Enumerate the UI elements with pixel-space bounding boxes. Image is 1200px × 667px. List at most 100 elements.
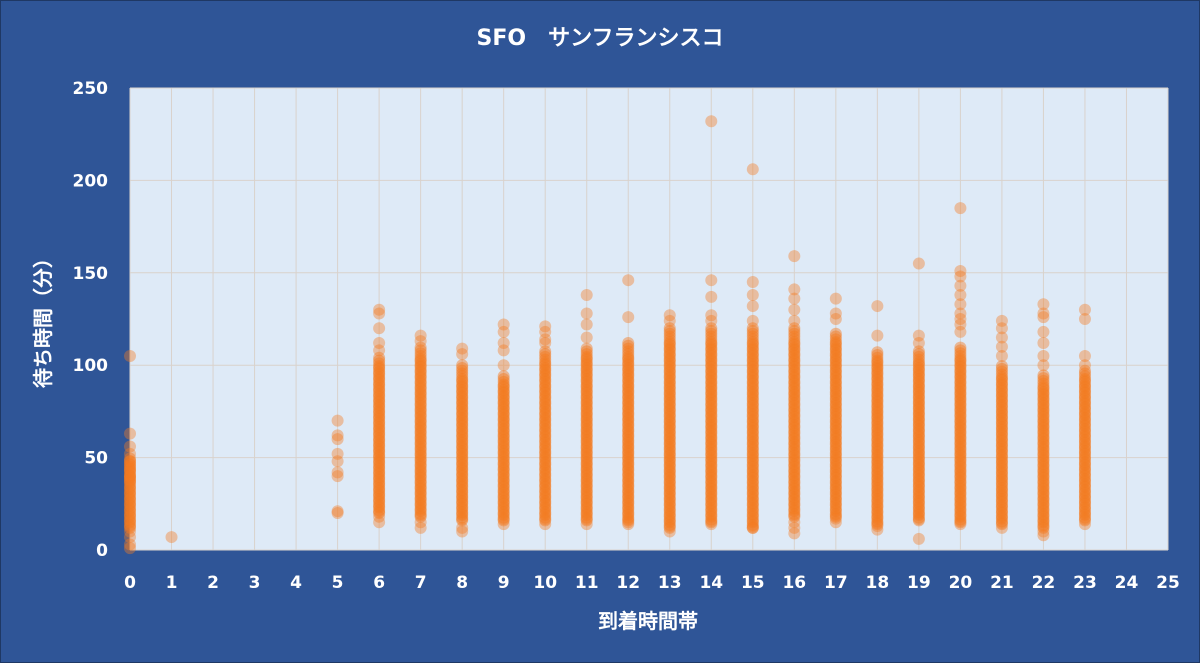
data-point (829, 370, 842, 383)
data-point (497, 478, 510, 491)
x-tick-label: 16 (782, 573, 806, 593)
data-point (1078, 475, 1091, 488)
data-point (622, 458, 635, 471)
data-point (829, 349, 842, 362)
data-point (1078, 417, 1091, 430)
data-point (414, 405, 427, 418)
data-point (414, 449, 427, 462)
data-point (414, 463, 427, 476)
data-point (954, 516, 967, 529)
data-point (622, 506, 635, 519)
plot-area (130, 88, 1168, 550)
data-point (373, 411, 386, 424)
data-point (705, 463, 718, 476)
chart-title: SFO サンフランシスコ (477, 26, 724, 51)
data-point (995, 314, 1008, 327)
data-point (663, 419, 676, 432)
data-point (663, 427, 676, 440)
data-point (1078, 431, 1091, 444)
data-point (954, 270, 967, 283)
data-point (414, 387, 427, 400)
data-point (580, 511, 593, 524)
data-point (373, 483, 386, 496)
data-point (497, 514, 510, 527)
data-point (414, 477, 427, 490)
data-point (746, 370, 759, 383)
data-point (663, 330, 676, 343)
data-point (746, 333, 759, 346)
data-point (539, 457, 552, 470)
data-point (1078, 313, 1091, 325)
data-point (788, 437, 801, 450)
data-point (912, 442, 925, 455)
data-point (912, 257, 925, 270)
data-point (705, 397, 718, 410)
data-point (954, 438, 967, 451)
data-point (746, 442, 759, 455)
data-point (912, 464, 925, 477)
data-point (1037, 502, 1050, 515)
data-point (788, 348, 801, 361)
data-point (456, 367, 469, 380)
data-point (1037, 405, 1050, 418)
data-point (705, 430, 718, 443)
x-tick-label: 5 (332, 573, 344, 593)
data-point (954, 444, 967, 457)
data-point (746, 358, 759, 371)
data-point (580, 463, 593, 476)
data-point (954, 510, 967, 523)
data-point (829, 383, 842, 396)
data-point (456, 474, 469, 487)
data-point (663, 349, 676, 362)
data-point (539, 514, 552, 527)
data-point (622, 450, 635, 463)
data-point (580, 495, 593, 508)
data-point (912, 495, 925, 508)
data-point (705, 424, 718, 437)
data-point (539, 381, 552, 394)
data-point (954, 427, 967, 440)
data-point (1037, 433, 1050, 446)
data-point (1078, 391, 1091, 404)
data-point (746, 441, 759, 454)
data-point (663, 420, 676, 433)
data-point (1037, 325, 1050, 338)
data-point (456, 411, 469, 424)
data-point (1078, 359, 1091, 372)
data-point (829, 492, 842, 505)
data-point (788, 405, 801, 418)
data-point (871, 511, 884, 524)
data-point (456, 409, 469, 422)
data-point (580, 452, 593, 465)
data-point (871, 351, 884, 364)
data-point (456, 417, 469, 430)
data-point (871, 483, 884, 496)
data-point (788, 397, 801, 410)
data-point (705, 409, 718, 422)
data-point (746, 491, 759, 504)
data-point (788, 488, 801, 501)
data-point (331, 433, 344, 446)
data-point (705, 363, 718, 376)
data-point (539, 511, 552, 524)
data-point (871, 454, 884, 467)
data-point (829, 363, 842, 376)
data-point (829, 469, 842, 482)
data-point (580, 375, 593, 388)
data-point (456, 478, 469, 491)
data-point (580, 486, 593, 499)
data-point (954, 485, 967, 498)
data-point (995, 398, 1008, 411)
data-point (580, 407, 593, 420)
data-point (456, 458, 469, 471)
data-point (663, 426, 676, 439)
data-point (705, 465, 718, 478)
data-point (539, 373, 552, 386)
data-point (829, 433, 842, 446)
data-point (912, 361, 925, 374)
data-point (788, 507, 801, 520)
data-point (871, 509, 884, 522)
data-point (995, 379, 1008, 392)
x-tick-label: 1 (166, 573, 178, 593)
data-point (539, 380, 552, 393)
